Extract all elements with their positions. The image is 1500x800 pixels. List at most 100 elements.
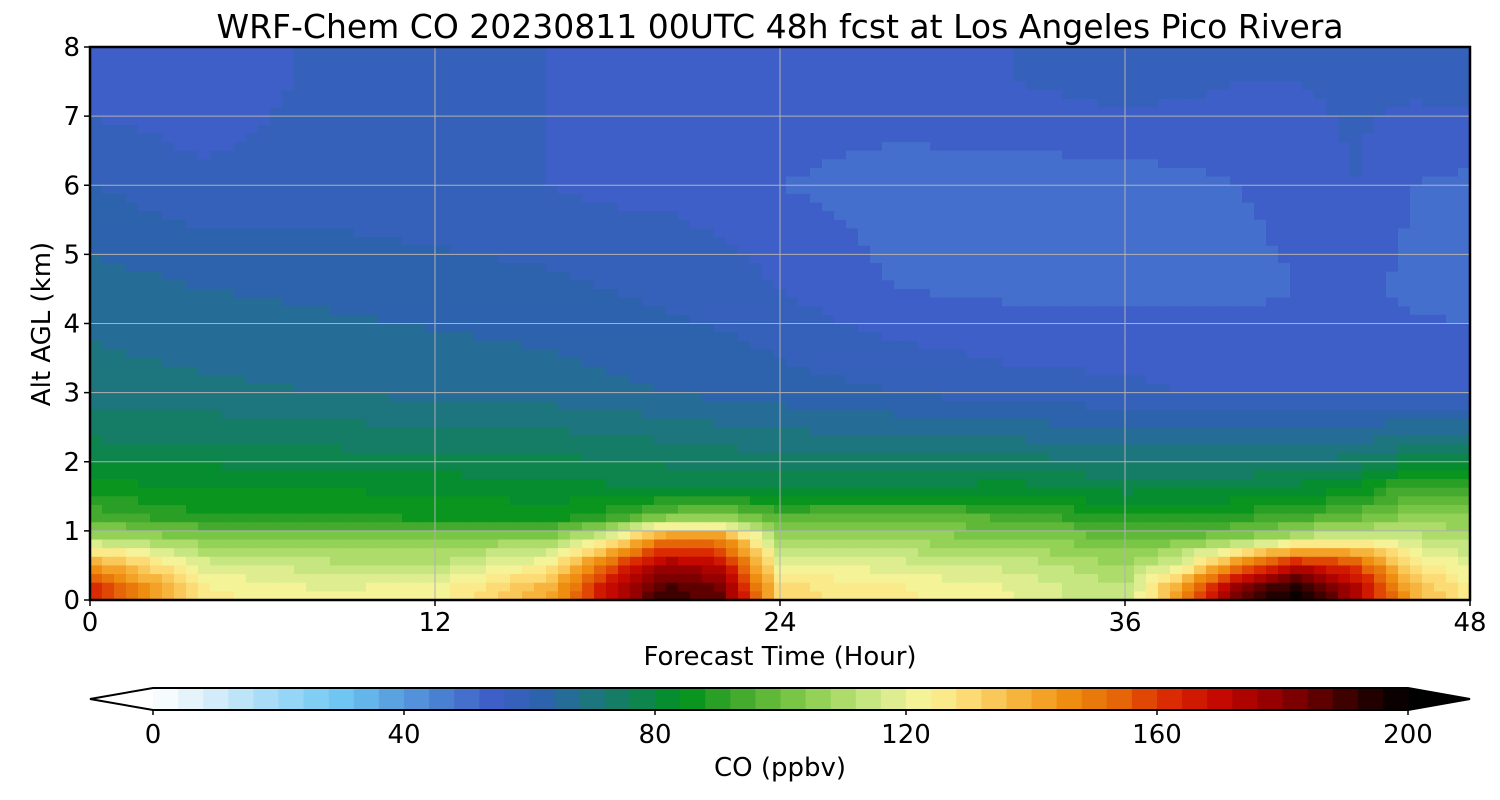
heatmap-cell <box>1290 124 1303 135</box>
heatmap-cell <box>786 340 799 351</box>
heatmap-cell <box>606 245 619 255</box>
heatmap-cell <box>1386 392 1399 402</box>
heatmap-cell <box>1254 47 1267 57</box>
heatmap-cell <box>90 409 103 420</box>
heatmap-cell <box>942 142 955 152</box>
heatmap-cell <box>570 263 583 273</box>
heatmap-cell <box>270 314 283 325</box>
heatmap-cell <box>102 375 115 385</box>
heatmap-cell <box>330 124 343 135</box>
heatmap-cell <box>822 401 835 411</box>
heatmap-cell <box>870 358 883 368</box>
heatmap-cell <box>1266 150 1279 160</box>
heatmap-cell <box>750 340 763 351</box>
heatmap-cell <box>954 254 967 264</box>
heatmap-cell <box>1206 185 1219 195</box>
heatmap-cell <box>258 288 271 299</box>
heatmap-cell <box>1230 107 1243 117</box>
heatmap-cell <box>1338 55 1351 65</box>
heatmap-cell <box>1110 185 1123 195</box>
heatmap-cell <box>1266 228 1279 238</box>
heatmap-cell <box>282 237 295 247</box>
heatmap-cell <box>1122 47 1135 57</box>
heatmap-cell <box>894 55 907 65</box>
heatmap-cell <box>594 219 607 230</box>
heatmap-cell <box>918 90 931 100</box>
heatmap-cell <box>414 185 427 195</box>
heatmap-cell <box>438 288 451 299</box>
heatmap-cell <box>330 150 343 160</box>
heatmap-cell <box>426 332 439 342</box>
heatmap-cell <box>186 211 199 221</box>
heatmap-cell <box>1266 332 1279 342</box>
heatmap-cell <box>222 116 235 126</box>
heatmap-cell <box>714 202 727 212</box>
heatmap-cell <box>162 211 175 221</box>
heatmap-cell <box>1410 90 1423 100</box>
heatmap-cell <box>210 176 223 186</box>
heatmap-cell <box>366 245 379 255</box>
heatmap-cell <box>1218 133 1231 143</box>
heatmap-cell <box>726 185 739 195</box>
heatmap-cell <box>1374 133 1387 143</box>
heatmap-cell <box>798 254 811 264</box>
heatmap-cell <box>822 306 835 316</box>
heatmap-cell <box>882 323 895 333</box>
heatmap-cell <box>198 47 211 57</box>
heatmap-cell <box>1362 81 1375 91</box>
heatmap-cell <box>414 176 427 186</box>
heatmap-cell <box>486 193 499 204</box>
heatmap-cell <box>462 124 475 135</box>
heatmap-cell <box>750 124 763 135</box>
heatmap-cell <box>1350 167 1363 178</box>
heatmap-cell <box>186 383 199 394</box>
heatmap-cell <box>138 133 151 143</box>
heatmap-cell <box>1182 150 1195 160</box>
heatmap-cell <box>90 81 103 91</box>
heatmap-cell <box>1350 237 1363 247</box>
heatmap-cell <box>354 193 367 204</box>
heatmap-cell <box>1218 332 1231 342</box>
heatmap-cell <box>978 107 991 117</box>
heatmap-cell <box>390 245 403 255</box>
heatmap-cell <box>270 185 283 195</box>
heatmap-cell <box>738 349 751 359</box>
heatmap-cell <box>1242 219 1255 230</box>
heatmap-cell <box>1314 193 1327 204</box>
heatmap-cell <box>1350 332 1363 342</box>
heatmap-cell <box>1158 366 1171 376</box>
heatmap-cell <box>642 280 655 290</box>
heatmap-cell <box>510 349 523 359</box>
heatmap-cell <box>1182 55 1195 65</box>
heatmap-cell <box>1422 107 1435 117</box>
heatmap-cell <box>114 271 127 281</box>
heatmap-cell <box>246 167 259 178</box>
heatmap-cell <box>870 55 883 65</box>
heatmap-cell <box>1458 392 1470 402</box>
heatmap-cell <box>798 323 811 333</box>
heatmap-cell <box>126 193 139 204</box>
heatmap-cell <box>1110 245 1123 255</box>
heatmap-cell <box>582 392 595 402</box>
heatmap-cell <box>102 332 115 342</box>
heatmap-cell <box>222 401 235 411</box>
heatmap-cell <box>1254 167 1267 178</box>
heatmap-cell <box>810 142 823 152</box>
heatmap-cell <box>1362 98 1375 109</box>
heatmap-cell <box>1302 340 1315 351</box>
heatmap-cell <box>1278 306 1291 316</box>
heatmap-cell <box>390 237 403 247</box>
heatmap-cell <box>282 90 295 100</box>
heatmap-cell <box>522 401 535 411</box>
heatmap-cell <box>810 306 823 316</box>
heatmap-cell <box>726 280 739 290</box>
heatmap-cell <box>1074 358 1087 368</box>
heatmap-cell <box>726 167 739 178</box>
heatmap-cell <box>1122 306 1135 316</box>
heatmap-cell <box>1110 297 1123 307</box>
heatmap-cell <box>834 314 847 325</box>
heatmap-cell <box>882 72 895 83</box>
heatmap-cell <box>1446 288 1459 299</box>
heatmap-cell <box>1338 358 1351 368</box>
heatmap-cell <box>426 375 439 385</box>
